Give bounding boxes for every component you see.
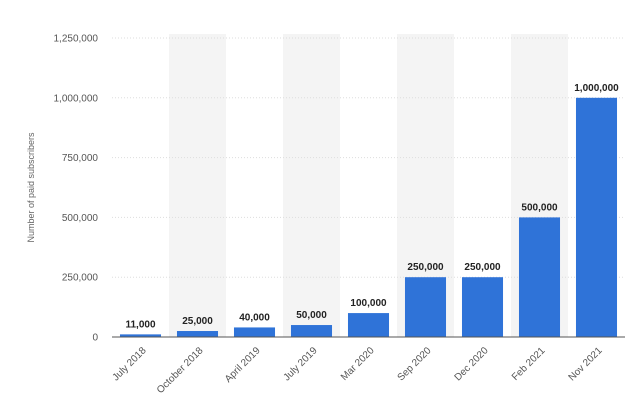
category-bands (169, 34, 568, 337)
bar (404, 277, 447, 337)
y-tick-label: 0 (92, 333, 98, 344)
bar (347, 313, 390, 337)
y-axis-ticks: 0 250,000 500,000 750,000 1,000,000 1,250,000 (54, 34, 99, 344)
bar (119, 334, 162, 337)
x-axis-ticks: July 2018 October 2018 April 2019 July 2019… (111, 345, 605, 396)
y-axis-title: Number of paid subscribers (26, 132, 36, 243)
x-tick-label: Feb 2021 (510, 345, 548, 383)
data-label: 25,000 (182, 316, 213, 327)
x-tick-label: Sep 2020 (396, 345, 434, 383)
data-label: 250,000 (407, 262, 444, 273)
x-tick-label: Mar 2020 (339, 345, 377, 383)
data-label: 40,000 (239, 312, 270, 323)
bar (518, 217, 561, 337)
x-tick-label: April 2019 (223, 345, 263, 385)
category-band (283, 34, 340, 337)
bar (461, 277, 504, 337)
y-tick-label: 250,000 (62, 273, 99, 284)
bar (575, 97, 618, 337)
y-tick-label: 500,000 (62, 213, 99, 224)
category-band (169, 34, 226, 337)
y-tick-label: 1,000,000 (54, 93, 99, 104)
data-label: 100,000 (350, 298, 387, 309)
data-label: 50,000 (296, 310, 327, 321)
data-label: 250,000 (464, 262, 501, 273)
x-tick-label: October 2018 (155, 345, 206, 396)
y-tick-label: 750,000 (62, 153, 99, 164)
bar (233, 327, 276, 337)
bar (290, 325, 333, 337)
data-label: 500,000 (521, 202, 558, 213)
y-tick-label: 1,250,000 (54, 34, 99, 45)
value-labels: 11,000 25,000 40,000 50,000 100,000 250,000 25… (125, 83, 619, 331)
x-tick-label: July 2019 (282, 345, 320, 383)
x-tick-label: Dec 2020 (453, 345, 491, 383)
bars (119, 97, 618, 337)
x-tick-label: July 2018 (111, 345, 149, 383)
bar (176, 331, 219, 337)
data-label: 11,000 (125, 319, 155, 330)
data-label: 1,000,000 (574, 83, 619, 94)
x-tick-label: Nov 2021 (567, 345, 605, 383)
